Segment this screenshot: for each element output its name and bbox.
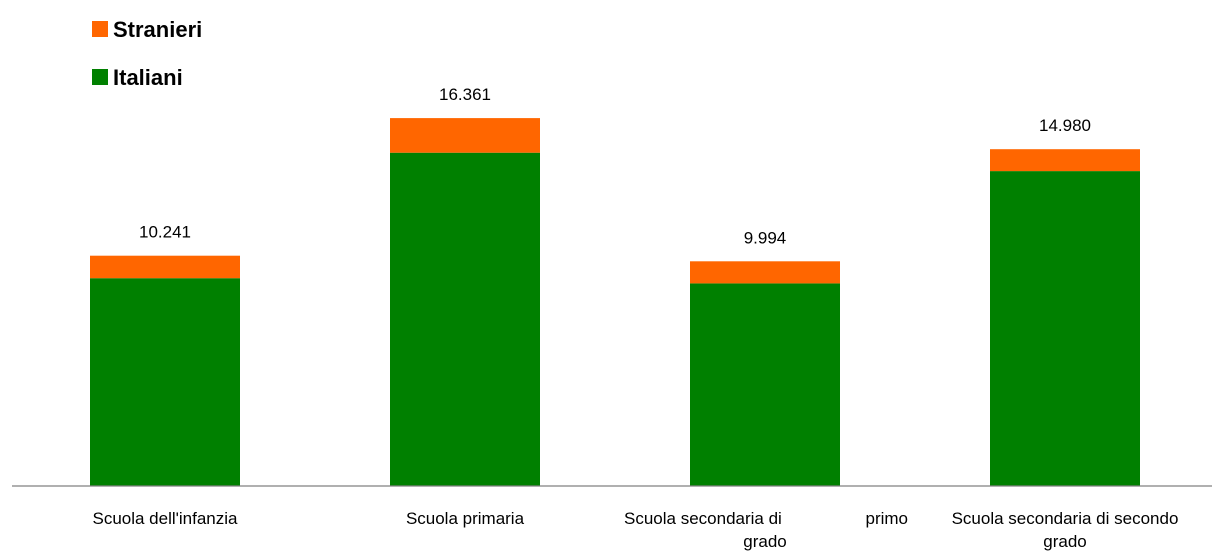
bar-stranieri-scuola-secondaria-di-primo-grado xyxy=(690,261,840,284)
category-label-scuola-secondaria-di-secondo-grado-line-1: Scuola secondaria di secondo xyxy=(952,509,1179,528)
category-label-scuola-secondaria-di-primo-grado-line-1: Scuola secondaria di xyxy=(624,509,782,528)
category-label-scuola-primaria-line-1: Scuola primaria xyxy=(406,509,525,528)
bar-italiani-scuola-secondaria-di-secondo-grado xyxy=(990,171,1140,486)
total-label-scuola-dell-infanzia: 10.241 xyxy=(139,223,191,242)
bar-italiani-scuola-secondaria-di-primo-grado xyxy=(690,283,840,486)
legend-label-italiani: Italiani xyxy=(113,65,183,90)
legend-swatch-stranieri xyxy=(92,21,108,37)
bar-stranieri-scuola-secondaria-di-secondo-grado xyxy=(990,149,1140,172)
category-label-scuola-dell-infanzia-line-1: Scuola dell'infanzia xyxy=(92,509,238,528)
total-label-scuola-secondaria-di-primo-grado: 9.994 xyxy=(744,228,787,247)
bar-italiani-scuola-primaria xyxy=(390,152,540,486)
legend-swatch-italiani xyxy=(92,69,108,85)
total-label-scuola-secondaria-di-secondo-grado: 14.980 xyxy=(1039,116,1091,135)
bar-stranieri-scuola-dell-infanzia xyxy=(90,255,240,279)
bars-group xyxy=(90,118,1140,486)
chart-legend: Stranieri Italiani xyxy=(92,17,202,90)
category-label-scuola-secondaria-di-secondo-grado-line-2: grado xyxy=(1043,532,1086,551)
total-label-scuola-primaria: 16.361 xyxy=(439,85,491,104)
category-label-scuola-secondaria-di-primo-grado-line-2: primo xyxy=(865,509,908,528)
bar-stranieri-scuola-primaria xyxy=(390,118,540,153)
legend-label-stranieri: Stranieri xyxy=(113,17,202,42)
category-labels-group: Scuola dell'infanzia Scuola primaria Scuol… xyxy=(92,509,1178,551)
total-labels-group: 10.241 16.361 9.994 14.980 xyxy=(139,85,1091,247)
bar-italiani-scuola-dell-infanzia xyxy=(90,278,240,486)
category-label-scuola-secondaria-di-primo-grado-line-3: grado xyxy=(743,532,786,551)
